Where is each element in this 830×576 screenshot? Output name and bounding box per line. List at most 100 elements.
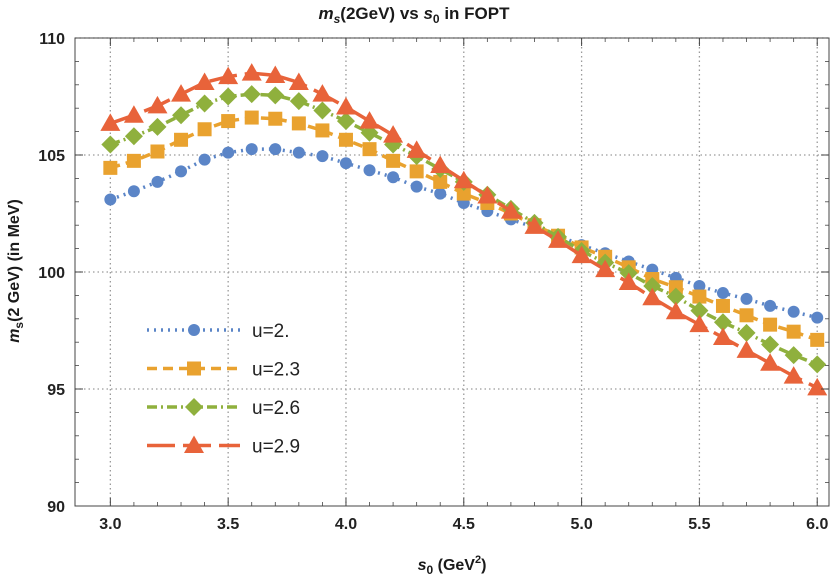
- data-point: [269, 143, 282, 156]
- legend-marker: [188, 324, 200, 336]
- data-point: [808, 355, 827, 374]
- data-point: [716, 287, 729, 300]
- legend-marker: [185, 398, 203, 416]
- legend-item-u=2.3: u=2.3: [147, 360, 300, 381]
- data-point: [807, 377, 828, 396]
- data-point: [693, 280, 706, 293]
- data-point: [689, 314, 710, 333]
- data-point: [219, 87, 238, 106]
- y-tick-label: 95: [47, 382, 65, 399]
- data-point: [763, 317, 778, 332]
- data-point: [477, 185, 498, 204]
- data-point: [761, 335, 780, 354]
- data-point: [386, 153, 401, 168]
- legend-label: u=2.3: [252, 360, 300, 381]
- data-point: [174, 132, 189, 147]
- grid: [75, 37, 829, 506]
- y-tick-label: 105: [38, 148, 65, 165]
- series-group: [100, 63, 828, 396]
- data-point: [221, 114, 236, 129]
- data-point: [336, 112, 355, 131]
- data-point: [289, 92, 308, 111]
- data-point: [147, 95, 168, 114]
- data-point: [548, 230, 569, 248]
- data-point: [171, 84, 192, 102]
- data-point: [692, 289, 707, 304]
- data-point: [245, 143, 258, 156]
- data-point: [126, 153, 141, 168]
- data-point: [315, 123, 330, 138]
- data-point: [642, 287, 663, 306]
- data-point: [218, 66, 239, 85]
- data-point: [643, 277, 662, 296]
- data-point: [101, 135, 120, 154]
- x-tick-label: 3.5: [217, 516, 239, 533]
- y-tick-label: 90: [47, 499, 65, 516]
- ticks: 3.0 3.5 4.0 4.5 5.0 5.5 6.0 90 95 100 105 110: [38, 31, 829, 533]
- data-point: [339, 157, 352, 170]
- data-point: [500, 201, 521, 219]
- data-point: [124, 127, 143, 146]
- data-point: [127, 185, 140, 198]
- x-tick-label: 4.0: [335, 516, 357, 533]
- legend-label: u=2.6: [252, 398, 300, 419]
- data-point: [737, 323, 756, 342]
- data-point: [736, 340, 757, 358]
- legend-label: u=2.: [252, 321, 290, 342]
- data-point: [242, 85, 261, 104]
- data-point: [456, 186, 471, 201]
- data-point: [103, 160, 118, 175]
- data-point: [197, 122, 212, 137]
- data-point: [387, 171, 400, 184]
- y-tick-label: 100: [38, 265, 65, 282]
- x-tick-label: 3.0: [99, 516, 121, 533]
- data-point: [266, 86, 285, 105]
- legend-marker: [184, 435, 204, 453]
- data-point: [739, 308, 754, 323]
- x-tick-label: 6.0: [806, 516, 828, 533]
- data-point: [453, 170, 474, 189]
- data-point: [313, 101, 332, 120]
- data-point: [410, 180, 423, 193]
- data-point: [123, 105, 144, 123]
- data-point: [571, 245, 592, 264]
- data-point: [151, 175, 164, 188]
- data-point: [810, 332, 825, 347]
- data-point: [690, 301, 709, 320]
- data-point: [764, 299, 777, 312]
- x-tick-label: 5.5: [688, 516, 710, 533]
- data-point: [760, 353, 781, 371]
- data-point: [268, 111, 283, 126]
- data-point: [524, 216, 545, 234]
- data-point: [740, 292, 753, 305]
- data-point: [198, 153, 211, 166]
- data-point: [618, 272, 639, 291]
- series-line: [109, 92, 818, 367]
- data-point: [712, 327, 733, 346]
- y-tick-label: 110: [39, 31, 65, 48]
- data-point: [784, 346, 803, 365]
- data-point: [359, 111, 380, 129]
- data-point: [811, 311, 824, 324]
- data-point: [291, 116, 306, 131]
- series-u=2.: [104, 143, 824, 324]
- data-point: [362, 142, 377, 157]
- data-point: [148, 117, 167, 136]
- data-point: [194, 72, 215, 90]
- data-point: [104, 193, 117, 206]
- data-point: [244, 110, 259, 125]
- x-axis-label: s0 (GeV2): [418, 554, 487, 576]
- data-point: [241, 63, 262, 81]
- data-point: [668, 280, 683, 295]
- data-point: [312, 84, 333, 102]
- y-axis-label: ms(2 GeV) (in MeV): [6, 199, 26, 343]
- x-tick-label: 5.0: [570, 516, 592, 533]
- legend-item-u=2.9: u=2.9: [147, 435, 300, 458]
- legend-marker: [187, 361, 201, 376]
- data-point: [316, 150, 329, 163]
- data-point: [222, 146, 235, 159]
- data-point: [406, 140, 427, 158]
- data-point: [434, 187, 447, 200]
- data-point: [783, 366, 804, 384]
